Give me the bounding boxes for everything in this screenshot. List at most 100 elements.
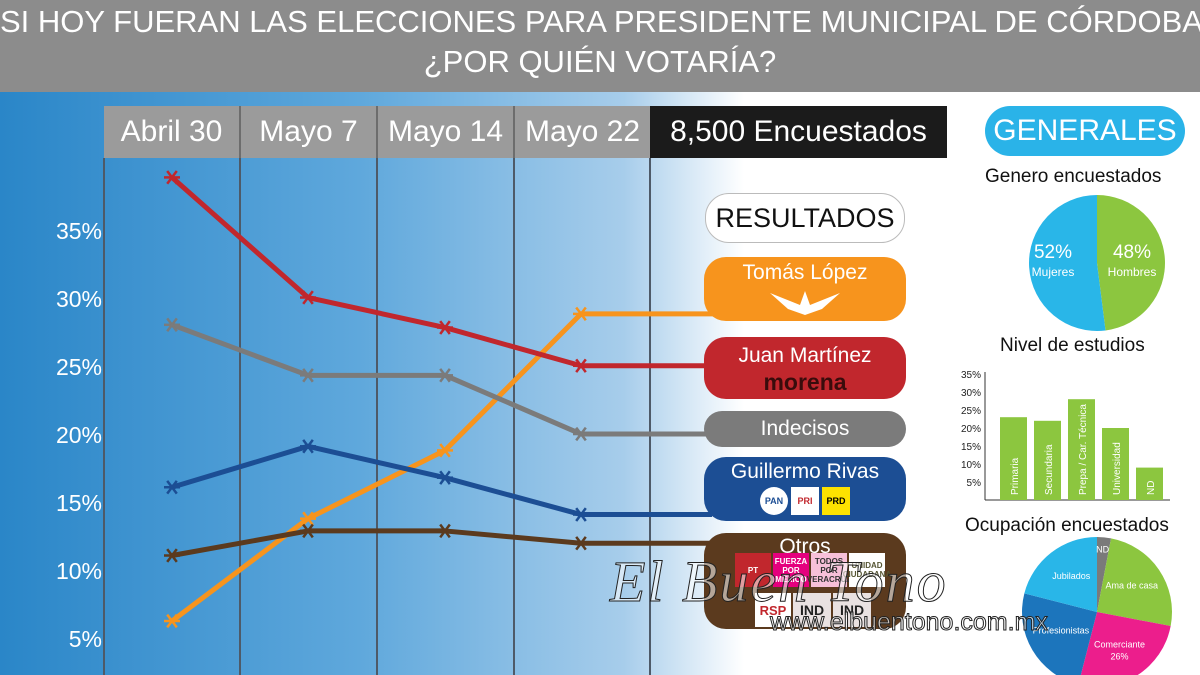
- bar-y-tick-label: 25%: [961, 406, 981, 417]
- legend-pill-tomas-lopez: Tomás López: [704, 257, 906, 321]
- bar: [1068, 399, 1095, 500]
- data-point-marker: [164, 613, 180, 629]
- pie-percent-label: 52%: [1034, 242, 1072, 263]
- pie-slice-label: Ama de casa: [1105, 580, 1158, 590]
- generales-badge: GENERALES: [985, 106, 1185, 156]
- legend-pill-indecisos: Indecisos: [704, 411, 906, 447]
- date-header-1: Abril 30: [104, 106, 241, 158]
- pie-slice: [1024, 537, 1097, 612]
- pie-slice: [1097, 538, 1172, 627]
- education-chart-title: Nivel de estudios: [1000, 335, 1145, 356]
- eagle-logo-icon: [770, 291, 840, 315]
- data-point-marker: [437, 320, 453, 335]
- pie-slice: [1022, 593, 1097, 675]
- chart-title-line-1: SI HOY FUERAN LAS ELECCIONES PARA PRESID…: [0, 4, 1200, 39]
- legend-pill-juan-martinez: Juan Martínez morena: [704, 337, 906, 399]
- bar-y-tick-label: 20%: [961, 424, 981, 435]
- legend-name: Otros: [779, 535, 831, 558]
- bar-category-label: Universidad: [1112, 442, 1123, 495]
- legend-name: Tomás López: [742, 261, 868, 284]
- grid-line: [649, 158, 651, 675]
- y-tick-label: 15%: [55, 490, 102, 516]
- grid-line: [239, 158, 241, 675]
- rsp-logo-icon: RSP: [755, 593, 791, 627]
- data-point-marker: [573, 536, 589, 551]
- header-banner: SI HOY FUERAN LAS ELECCIONES PARA PRESID…: [0, 0, 1200, 92]
- data-point-marker: [437, 470, 453, 485]
- date-header-4: Mayo 22: [515, 106, 652, 158]
- respondents-count: 8,500 Encuestados: [650, 106, 947, 158]
- y-tick-label: 35%: [55, 218, 102, 244]
- legend-name: Indecisos: [760, 417, 850, 440]
- data-point-marker: [573, 426, 589, 442]
- bar-category-label: ND: [1146, 481, 1157, 495]
- independiente-logo-icon: IND: [833, 593, 871, 627]
- y-tick-label: 5%: [68, 626, 102, 652]
- pie-percent-label: 26%: [1110, 651, 1128, 661]
- y-tick-label: 25%: [55, 354, 102, 380]
- otros-logos: PT FUERZA POR MÉXICO TODOS POR VERACRUZ …: [735, 553, 891, 631]
- pie-slice: [1080, 612, 1171, 675]
- morena-logo: morena: [763, 369, 847, 395]
- data-point-marker: [300, 511, 316, 526]
- todos-por-veracruz-logo-icon: TODOS POR VERACRUZ: [807, 553, 851, 587]
- pie-slice-label: Jubilados: [1052, 571, 1091, 581]
- data-point-marker: [164, 548, 180, 563]
- bar-category-label: Primaria: [1010, 457, 1021, 495]
- bar-category-label: Prepa / Car. Técnica: [1078, 404, 1089, 495]
- pie-slice-label: Comerciante: [1094, 639, 1145, 649]
- bar: [1034, 420, 1061, 500]
- data-point-marker: [300, 439, 316, 454]
- chart-title-line-2: ¿POR QUIÉN VOTARÍA?: [423, 44, 777, 79]
- data-point-marker: [164, 480, 180, 495]
- data-point-marker: [573, 306, 589, 322]
- results-label: RESULTADOS: [705, 193, 905, 243]
- pie-slice-label: ND: [1096, 544, 1109, 554]
- bar-y-tick-label: 10%: [961, 460, 981, 471]
- pan-logo-icon: PAN: [760, 487, 788, 515]
- bar-y-tick-label: 30%: [961, 388, 981, 399]
- pie-slice-label: Profesionistas: [1033, 625, 1090, 635]
- series-line: [170, 175, 713, 369]
- data-point-marker: [164, 317, 180, 332]
- y-tick-label: 10%: [55, 558, 102, 584]
- pri-logo-icon: PRI: [791, 487, 819, 515]
- pie-percent-label: 48%: [1113, 242, 1151, 263]
- grid-line: [513, 158, 515, 675]
- pie-slice: [1097, 195, 1165, 331]
- watermark-url: www.elbuentono.com.mx: [770, 608, 1049, 637]
- data-point-marker: [300, 523, 316, 539]
- legend-name: Guillermo Rivas: [730, 460, 880, 483]
- bar-y-tick-label: 15%: [961, 442, 981, 453]
- y-tick-label: 20%: [55, 422, 102, 448]
- gender-chart-title: Genero encuestados: [985, 166, 1162, 187]
- date-header-3: Mayo 14: [378, 106, 515, 158]
- data-point-marker: [437, 443, 453, 458]
- unidad-ciudadana-logo-icon: UNIDAD CIUDADANA: [843, 553, 891, 587]
- watermark-brand: El Buen Tono: [610, 549, 948, 615]
- fuerza-por-mexico-logo-icon: FUERZA POR MÉXICO: [773, 553, 809, 587]
- data-point-marker: [573, 358, 589, 373]
- bar-category-label: Secundaria: [1044, 444, 1055, 495]
- data-point-marker: [437, 368, 453, 383]
- pt-logo-icon: PT: [735, 553, 771, 587]
- occupation-chart-title: Ocupación encuestados: [965, 515, 1169, 536]
- data-point-marker: [164, 170, 180, 185]
- grid-line: [103, 158, 105, 675]
- grid-line: [376, 158, 378, 675]
- date-header-2: Mayo 7: [241, 106, 378, 158]
- bar-y-tick-label: 35%: [961, 370, 981, 381]
- bar-y-tick-label: 5%: [967, 478, 982, 489]
- data-point-marker: [437, 523, 453, 539]
- chart-background: [0, 92, 1200, 675]
- data-point-marker: [573, 507, 589, 522]
- pie-slice-label: Hombres: [1108, 265, 1157, 279]
- data-point-marker: [300, 368, 316, 383]
- pie-slice-label: Mujeres: [1032, 265, 1075, 279]
- pie-slice: [1097, 537, 1112, 612]
- y-tick-label: 30%: [55, 286, 102, 312]
- pie-slice: [1028, 195, 1106, 332]
- independiente-logo-icon: IND: [793, 593, 831, 627]
- bar: [1136, 467, 1163, 500]
